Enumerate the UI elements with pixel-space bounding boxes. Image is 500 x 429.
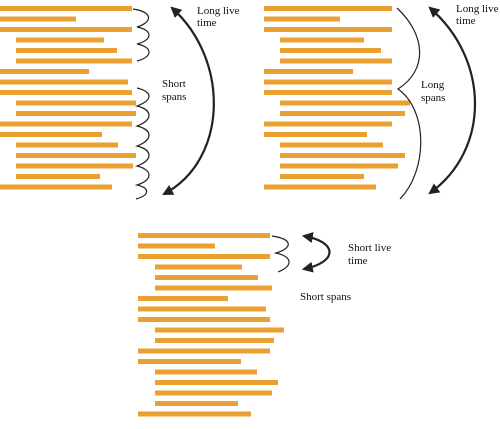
arrow-label: Short live time (348, 242, 394, 267)
code-line-bar (0, 90, 132, 95)
code-line-bar (16, 58, 132, 64)
code-line-bar (280, 111, 405, 116)
short-span-braces (132, 8, 150, 200)
code-line-bar (138, 254, 270, 259)
code-line-bar (280, 100, 410, 106)
code-line-bar (155, 327, 284, 333)
code-line-bar (0, 121, 132, 127)
code-lines (264, 6, 410, 190)
code-line-bar (155, 369, 257, 375)
code-line-bar (280, 163, 398, 169)
code-line-bar (264, 132, 367, 137)
long-live-time-arrow (162, 6, 215, 196)
code-line-bar (264, 184, 376, 190)
code-line-bar (138, 296, 228, 301)
code-line-bar (138, 243, 215, 249)
code-line-bar (0, 27, 132, 32)
panel-top-left: Long live time Short spans (0, 5, 242, 200)
code-line-bar (280, 142, 383, 148)
code-line-bar (138, 306, 266, 312)
code-line-bar (0, 69, 89, 74)
code-line-bar (155, 390, 272, 396)
code-line-bar (264, 79, 392, 85)
span-label: Short spans (162, 78, 189, 103)
panel-bottom: Short live time Short spans (138, 232, 394, 417)
code-line-bar (138, 233, 270, 238)
code-line-bar (16, 163, 133, 169)
code-line-bar (16, 100, 136, 106)
code-line-bar (280, 174, 364, 179)
code-line-bar (155, 285, 272, 291)
arrow-label: Long live time (197, 5, 242, 29)
span-label: Short spans (300, 291, 351, 303)
short-live-time-arrow (301, 232, 331, 273)
code-line-bar (155, 338, 274, 343)
code-line-bar (264, 6, 392, 11)
code-line-bar (138, 317, 270, 322)
code-line-bar (138, 348, 270, 354)
code-line-bar (155, 380, 278, 385)
code-line-bar (138, 411, 251, 417)
code-lines (138, 233, 284, 417)
long-live-time-arrow (428, 6, 477, 195)
arrow-label: Long live time (456, 3, 500, 27)
code-line-bar (0, 132, 102, 137)
code-line-bar (264, 121, 392, 127)
short-span-braces (271, 235, 290, 273)
code-line-bar (0, 184, 112, 190)
code-line-bar (16, 48, 117, 53)
code-line-bar (138, 359, 241, 364)
code-line-bar (280, 153, 405, 158)
code-line-bar (0, 6, 132, 11)
code-line-bar (280, 48, 381, 53)
code-line-bar (16, 174, 100, 179)
code-line-bar (0, 79, 128, 85)
panel-top-right: Long live time Long spans (264, 3, 500, 200)
code-line-bar (16, 153, 136, 158)
code-line-bar (155, 264, 242, 270)
code-line-bar (16, 142, 118, 148)
code-line-bar (0, 16, 76, 22)
code-lines (0, 6, 136, 190)
code-line-bar (264, 69, 353, 74)
code-line-bar (264, 16, 340, 22)
code-line-bar (155, 401, 238, 406)
code-line-bar (16, 111, 136, 116)
code-line-bar (16, 37, 104, 43)
code-line-bar (264, 27, 392, 32)
span-label: Long spans (421, 79, 447, 104)
code-line-bar (280, 58, 392, 64)
code-line-bar (264, 90, 392, 95)
code-line-bar (280, 37, 364, 43)
code-line-bar (155, 275, 258, 280)
long-span-braces (396, 7, 422, 200)
